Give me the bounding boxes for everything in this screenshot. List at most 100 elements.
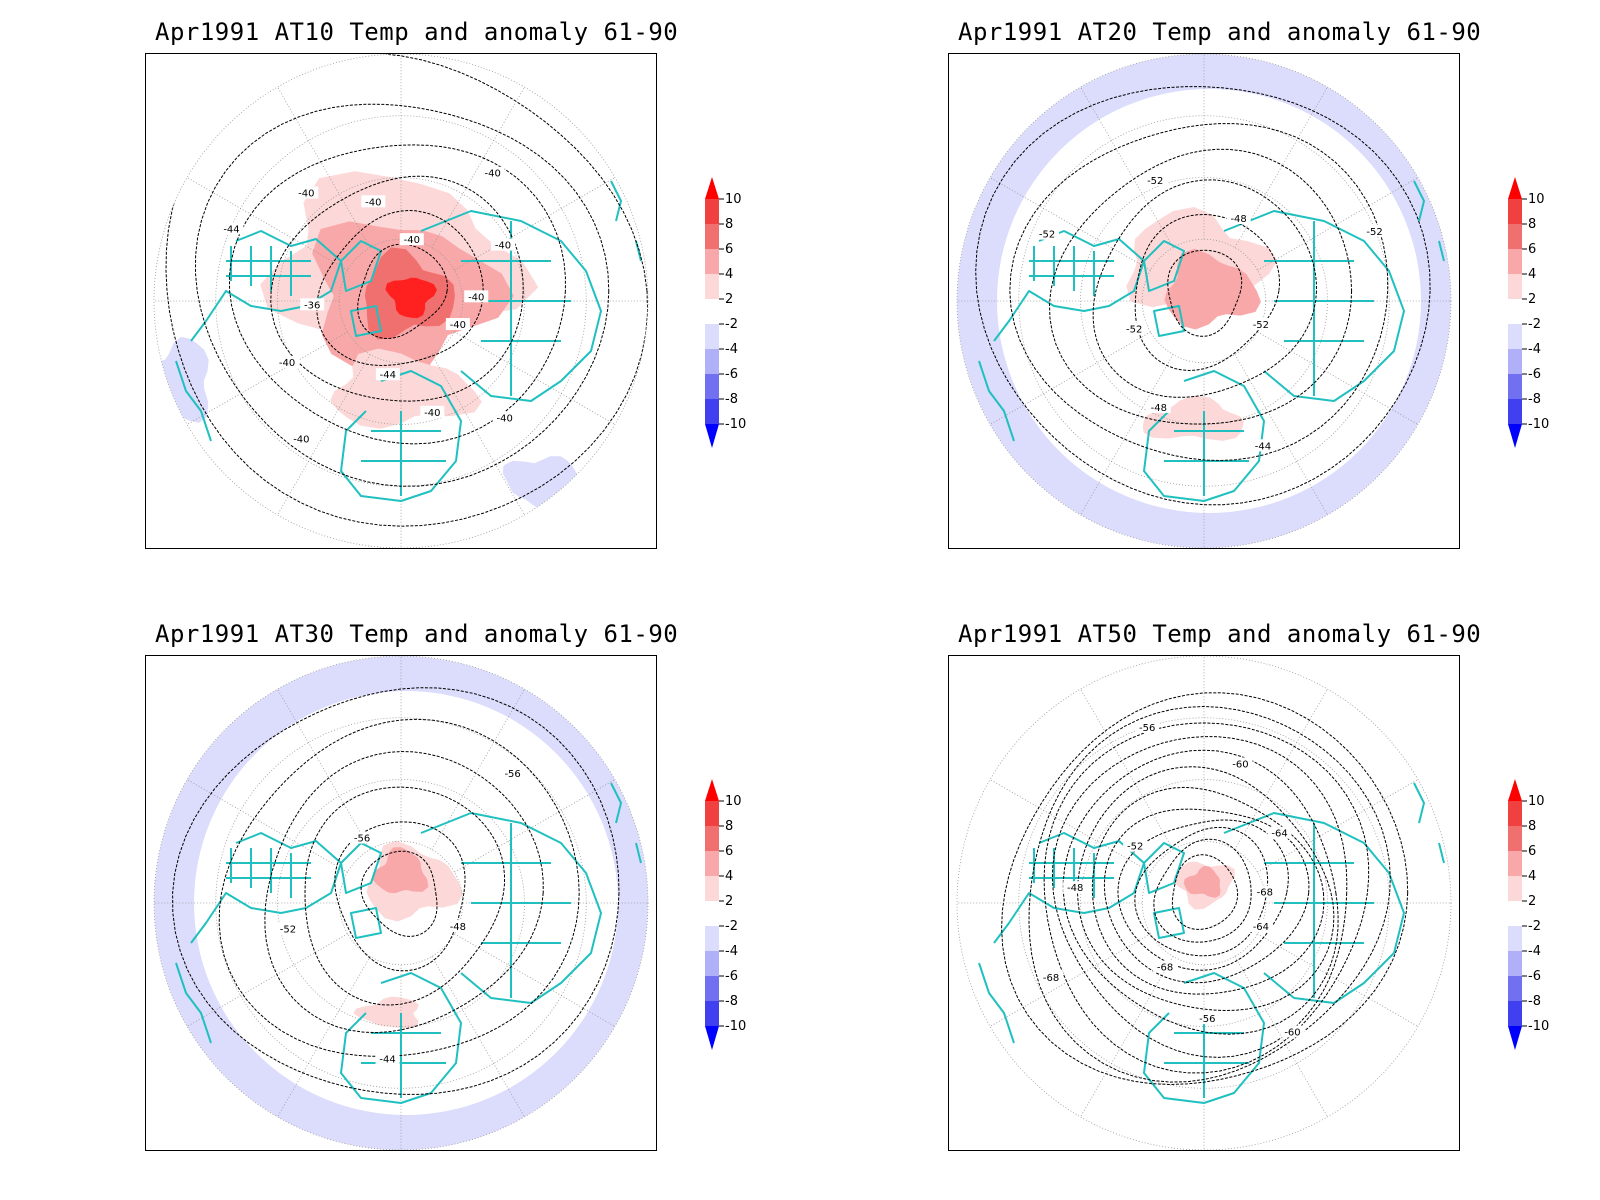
colorbar-tick-label: -8 [725, 994, 738, 1009]
panel-title: Apr1991 AT20 Temp and anomaly 61-90 [958, 18, 1482, 46]
contour-label-bg [1146, 400, 1171, 413]
colorbar-tick-label: 8 [725, 217, 733, 232]
contour-label-bg [1063, 881, 1088, 894]
contour-label: -44 [379, 1054, 395, 1065]
colorbar-segment [705, 976, 719, 1001]
positive-anomaly-patch [385, 277, 437, 319]
colorbar-segment [705, 324, 719, 349]
contour-label-bg [275, 355, 300, 368]
meridian [1080, 956, 1174, 1118]
temperature-contour [264, 750, 544, 1034]
meridian [454, 177, 616, 271]
coastline [1223, 812, 1405, 1004]
contour-label: -40 [450, 320, 466, 331]
coastline [175, 360, 212, 442]
meridian [277, 688, 371, 850]
contour-label-bg [275, 922, 300, 935]
meridian [186, 177, 348, 271]
map-content: -48 -44 -52 -56 -56 [154, 656, 648, 1150]
coastline [1143, 842, 1185, 894]
contour-label-bg [445, 318, 470, 331]
colorbar-tick-label: 6 [725, 242, 733, 257]
colorbar-segment [705, 224, 719, 249]
contour-label: -40 [298, 188, 314, 199]
map-content: -40 -40 -40 -44 -40 -40 -36 -44 -40 -40 -40 -40 -40 -… [154, 54, 648, 548]
meridian [1080, 688, 1174, 850]
polar-map-at20: -52 -44 -48 -52 -52 -52 -48 -52 [956, 54, 1452, 548]
colorbar-segment [1508, 224, 1522, 249]
contour-label: -40 [424, 408, 440, 419]
coastline [461, 823, 571, 998]
coastline [1143, 370, 1265, 502]
meridian [1257, 933, 1419, 1027]
contour-label: -40 [293, 434, 309, 445]
panel-title: Apr1991 AT30 Temp and anomaly 61-90 [155, 620, 679, 648]
contour-label-bg [1035, 227, 1060, 240]
colorbar: 10 8 6 4 2 -2 -4 -6 -8 -10 [1508, 177, 1549, 448]
colorbar-segment [1508, 1001, 1522, 1026]
colorbar-tick-label: -8 [725, 392, 738, 407]
temperature-contour [228, 144, 566, 445]
coastline [1264, 221, 1374, 396]
contour-label-bg [1123, 839, 1148, 852]
contour-label-bg [375, 368, 400, 381]
temperature-contour [304, 786, 505, 1006]
temperature-contour [316, 209, 484, 367]
positive-anomaly-patch [1164, 248, 1261, 330]
colorbar: 10 8 6 4 2 -2 -4 -6 -8 -10 [705, 779, 746, 1050]
contour-label: -40 [468, 292, 484, 303]
contour-label-bg [1267, 826, 1292, 839]
contour-label: -60 [1284, 1027, 1300, 1038]
meridian [186, 779, 348, 873]
colorbar-tick-label: -4 [725, 342, 738, 357]
contour-label-bg [1135, 720, 1160, 733]
map-frame: -52 -44 -48 -52 -52 -52 -48 -52 [948, 53, 1460, 549]
contour-label: -56 [1139, 723, 1155, 734]
colorbar-tick-label: 10 [725, 794, 742, 809]
coastline [1413, 180, 1445, 262]
colorbar-segment [705, 826, 719, 851]
colorbar-tick-label: -10 [1528, 1019, 1549, 1034]
coastline [993, 832, 1145, 944]
coastline [361, 411, 446, 496]
colorbar-segment [1508, 299, 1522, 324]
coastline [420, 210, 602, 402]
coastline [461, 221, 571, 396]
contour-label: -52 [1147, 176, 1163, 187]
contour-label: -60 [1232, 759, 1248, 770]
colorbar-segment [705, 349, 719, 374]
map-content: -52 -44 -48 -52 -52 -52 -48 -52 [957, 54, 1451, 548]
panel-title: Apr1991 AT50 Temp and anomaly 61-90 [958, 620, 1482, 648]
polar-map-at50: -64 -60 -56 -68 -68 -48 -52 -56 -60 -64 -68 [956, 656, 1452, 1150]
contour-label: -44 [380, 370, 396, 381]
map-frame: -40 -40 -40 -44 -40 -40 -36 -44 -40 -40 -40 -40 -40 -… [145, 53, 657, 549]
temperature-contour [1076, 766, 1335, 1012]
contour-label-bg [500, 767, 525, 780]
colorbar-tick-label: 2 [725, 894, 733, 909]
meridian [1080, 354, 1174, 516]
temperature-contour [1134, 213, 1281, 372]
colorbar-segment [1508, 324, 1522, 349]
colorbar-arrow-bottom [705, 1026, 719, 1050]
meridian [989, 779, 1151, 873]
contour-label-bg [399, 233, 424, 246]
contour-label-bg [1143, 173, 1168, 186]
coastline [420, 812, 602, 1004]
contour-label-bg [289, 432, 314, 445]
colorbar-segment [705, 249, 719, 274]
colorbar-tick-label: 6 [1528, 844, 1536, 859]
meridian [454, 331, 616, 425]
positive-anomaly-patch [353, 996, 419, 1029]
meridian [277, 86, 371, 248]
contour-label-bg [420, 405, 445, 418]
colorbar-arrow-top [1508, 779, 1522, 801]
coastline [1153, 907, 1185, 939]
colorbar-segment [705, 374, 719, 399]
map-frame: -48 -44 -52 -56 -56 [145, 655, 657, 1151]
contour-label: -44 [223, 224, 239, 235]
colorbar-tick-label: -6 [1528, 969, 1541, 984]
temperature-contour [1009, 123, 1389, 462]
contour-label-bg [1228, 757, 1253, 770]
meridian [186, 933, 348, 1027]
coastline [1413, 782, 1445, 864]
